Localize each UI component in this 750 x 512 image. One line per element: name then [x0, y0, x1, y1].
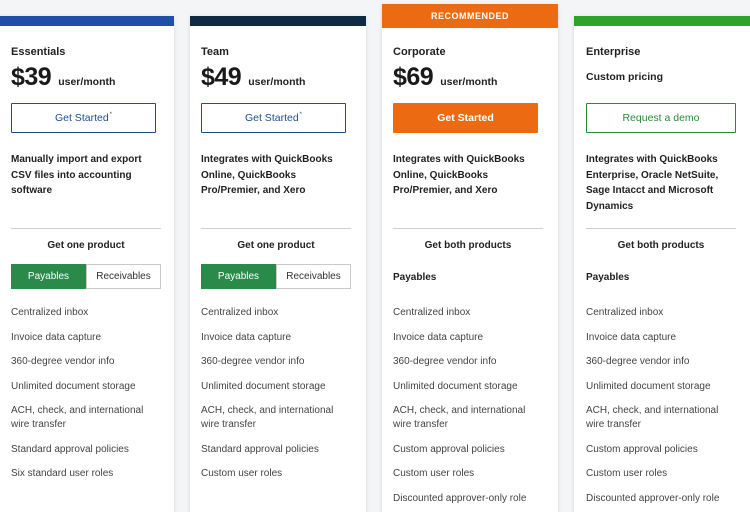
plan-color-bar — [0, 16, 174, 26]
button-label: Get Started — [244, 112, 299, 124]
feature-list: Centralized inbox Invoice data capture 3… — [11, 306, 163, 492]
price-unit: user/month — [248, 76, 306, 88]
plan-name: Enterprise — [586, 46, 641, 58]
toggle-receivables[interactable]: Receivables — [276, 264, 351, 289]
get-started-button[interactable]: Get Started — [393, 103, 538, 133]
feature-item: Centralized inbox — [393, 307, 471, 318]
plan-description: Integrates with QuickBooks Online, Quick… — [393, 154, 525, 196]
feature-item: Invoice data capture — [201, 331, 292, 343]
feature-list: Centralized inbox Invoice data capture 3… — [586, 306, 738, 512]
divider — [11, 228, 161, 229]
price-row: $49 user/month — [201, 63, 305, 92]
request-demo-button[interactable]: Request a demo — [586, 103, 736, 133]
plan-name: Essentials — [11, 46, 66, 58]
feature-item: 360-degree vendor info — [11, 356, 115, 367]
toggle-receivables[interactable]: Receivables — [86, 264, 161, 289]
feature-item: 360-degree vendor info — [586, 356, 690, 367]
feature-item: Centralized inbox — [11, 307, 89, 318]
feature-item: Invoice data capture — [11, 331, 102, 343]
plan-card-essentials: Essentials $39 user/month Get Started * M… — [0, 16, 174, 512]
divider — [586, 228, 736, 229]
get-started-button[interactable]: Get Started * — [201, 103, 346, 133]
plan-card-team: Team $49 user/month Get Started * Integra… — [190, 16, 366, 512]
feature-item: Unlimited document storage — [586, 380, 711, 392]
plan-price: $39 — [11, 63, 52, 91]
feature-item: Custom user roles — [586, 468, 668, 479]
feature-item: Custom user roles — [201, 468, 283, 479]
plan-description: Manually import and export CSV files int… — [11, 154, 142, 196]
feature-item: Centralized inbox — [586, 307, 664, 318]
plan-price: $69 — [393, 63, 434, 91]
product-toggle: Payables Receivables — [11, 264, 161, 289]
product-label: Payables — [586, 272, 630, 283]
feature-item: Unlimited document storage — [11, 380, 136, 392]
plan-color-bar — [574, 16, 750, 26]
price-row: $39 user/month — [11, 63, 115, 92]
custom-pricing: Custom pricing — [586, 71, 664, 83]
feature-list: Centralized inbox Invoice data capture 3… — [201, 306, 353, 492]
plan-color-bar — [190, 16, 366, 26]
plan-name: Team — [201, 46, 229, 58]
price-row: $69 user/month — [393, 63, 497, 92]
feature-item: Six standard user roles — [11, 468, 114, 479]
plan-name: Corporate — [393, 46, 446, 58]
price-unit: user/month — [58, 76, 116, 88]
plan-description: Integrates with QuickBooks Online, Quick… — [201, 154, 333, 196]
feature-item: 360-degree vendor info — [393, 356, 497, 367]
toggle-payables[interactable]: Payables — [11, 264, 86, 289]
toggle-payables[interactable]: Payables — [201, 264, 276, 289]
footnote-mark: * — [299, 112, 303, 118]
recommended-badge: RECOMMENDED — [382, 4, 558, 28]
feature-item: ACH, check, and international wire trans… — [201, 405, 334, 430]
feature-item: Custom approval policies — [393, 443, 505, 455]
plan-description: Integrates with QuickBooks Enterprise, O… — [586, 154, 719, 212]
plan-price: $49 — [201, 63, 242, 91]
divider — [393, 228, 543, 229]
plan-card-corporate: RECOMMENDED Corporate $69 user/month Get… — [382, 4, 558, 512]
button-label: Get Started — [54, 112, 109, 124]
product-group-title: Get both products — [617, 240, 705, 251]
feature-item: Custom approval policies — [586, 443, 698, 455]
feature-item: Unlimited document storage — [201, 380, 326, 392]
feature-item: 360-degree vendor info — [201, 356, 305, 367]
feature-item: Standard approval policies — [201, 443, 319, 455]
product-group-title: Get one product — [47, 240, 125, 251]
feature-item: Discounted approver-only role — [393, 492, 527, 504]
feature-item: ACH, check, and international wire trans… — [586, 405, 719, 430]
product-toggle: Payables Receivables — [201, 264, 351, 289]
product-group-title: Get both products — [424, 240, 512, 251]
plan-card-enterprise: Enterprise Custom pricing Request a demo… — [574, 16, 750, 512]
feature-item: Custom user roles — [393, 468, 475, 479]
feature-item: Centralized inbox — [201, 307, 279, 318]
feature-item: ACH, check, and international wire trans… — [393, 405, 526, 430]
feature-list: Centralized inbox Invoice data capture 3… — [393, 306, 545, 512]
feature-item: Unlimited document storage — [393, 380, 518, 392]
product-group-title: Get one product — [237, 240, 315, 251]
feature-item: ACH, check, and international wire trans… — [11, 405, 144, 430]
footnote-mark: * — [109, 112, 113, 118]
price-unit: user/month — [440, 76, 498, 88]
feature-item: Standard approval policies — [11, 443, 129, 455]
feature-item: Invoice data capture — [393, 331, 484, 343]
feature-item: Invoice data capture — [586, 331, 677, 343]
feature-item: Discounted approver-only role — [586, 492, 720, 504]
divider — [201, 228, 351, 229]
get-started-button[interactable]: Get Started * — [11, 103, 156, 133]
product-label: Payables — [393, 272, 437, 283]
